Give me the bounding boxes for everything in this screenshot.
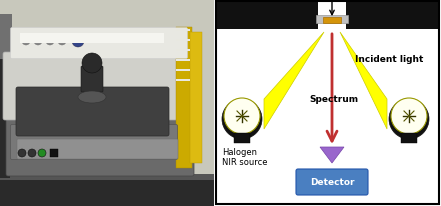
Bar [318, 2, 346, 30]
Circle shape [224, 98, 260, 134]
Text: Incident light: Incident light [355, 55, 423, 64]
Circle shape [58, 38, 66, 46]
Text: Detector: Detector [310, 178, 354, 187]
Polygon shape [320, 147, 344, 163]
Bar [20, 34, 164, 44]
Bar [214, 0, 441, 206]
Text: NIR source: NIR source [222, 157, 268, 166]
Bar [216, 2, 439, 204]
Bar [216, 2, 439, 30]
Bar [0, 20, 10, 178]
FancyBboxPatch shape [81, 67, 103, 92]
Bar [176, 50, 190, 51]
Circle shape [222, 99, 262, 139]
FancyBboxPatch shape [11, 28, 187, 59]
Circle shape [28, 149, 36, 157]
Bar [190, 33, 202, 163]
Bar [176, 40, 190, 41]
Ellipse shape [78, 91, 106, 103]
Bar [323, 18, 341, 24]
Circle shape [22, 38, 30, 46]
FancyBboxPatch shape [3, 53, 196, 121]
Polygon shape [264, 33, 324, 129]
Bar [316, 16, 348, 24]
Text: Halogen: Halogen [222, 147, 257, 156]
Bar [50, 149, 58, 157]
Bar [234, 133, 250, 143]
Circle shape [34, 38, 42, 46]
Circle shape [46, 38, 54, 46]
Circle shape [389, 99, 429, 139]
Bar [0, 174, 214, 180]
Bar [176, 30, 190, 31]
FancyBboxPatch shape [6, 115, 194, 176]
Bar [176, 70, 190, 71]
Bar [0, 178, 214, 206]
Circle shape [391, 98, 427, 134]
Bar [401, 133, 417, 143]
Polygon shape [340, 33, 387, 129]
Bar [0, 0, 214, 206]
Circle shape [82, 54, 102, 74]
Circle shape [18, 149, 26, 157]
FancyBboxPatch shape [16, 88, 169, 136]
Bar [0, 15, 12, 60]
Circle shape [72, 36, 84, 48]
FancyBboxPatch shape [296, 169, 368, 195]
Text: Spectrum: Spectrum [310, 95, 359, 103]
Bar [176, 28, 192, 168]
Bar [176, 60, 190, 61]
Bar [176, 80, 190, 81]
FancyBboxPatch shape [17, 139, 178, 159]
Circle shape [38, 149, 46, 157]
FancyBboxPatch shape [11, 125, 177, 160]
